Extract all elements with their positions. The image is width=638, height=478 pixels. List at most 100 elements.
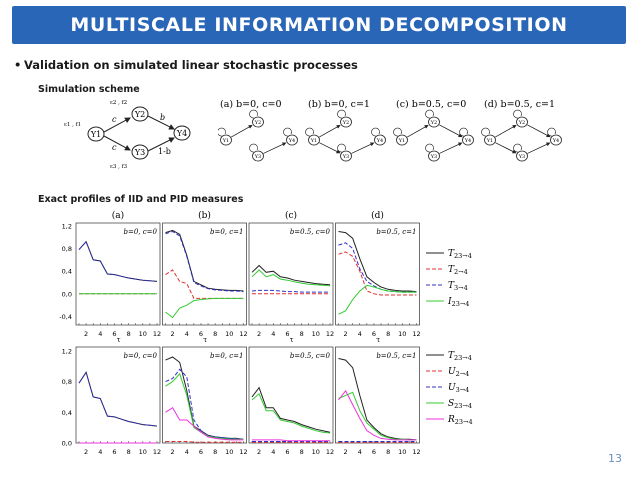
x-tick-label: 8 [386, 448, 390, 454]
case-node [516, 150, 528, 162]
x-tick-label: 10 [225, 330, 233, 338]
x-tick-label: 6 [199, 448, 203, 454]
panel-letter: (a) [112, 210, 124, 221]
case-node [396, 134, 408, 146]
x-tick-label: 4 [98, 448, 102, 454]
case-label: (b) b=0, c=1 [308, 99, 370, 110]
panel-frame [335, 346, 420, 444]
case-node-label: Y4 [376, 138, 383, 144]
y-tick-label: 0,8 [62, 245, 72, 253]
panel-letter: (c) [285, 210, 297, 221]
y-tick-label: 0,4 [62, 409, 72, 417]
x-tick-label: 10 [225, 448, 233, 454]
panel-param-label: b=0.5, c=1 [376, 228, 416, 236]
series-line [251, 289, 330, 293]
y-tick-label: 0,0 [62, 290, 72, 298]
case-node-label: Y1 [398, 138, 405, 144]
x-tick-label: 12 [412, 330, 420, 338]
case-edge [351, 142, 375, 154]
case-node [462, 134, 474, 146]
case-edge [319, 125, 341, 138]
x-tick-label: 6 [112, 448, 116, 454]
panel-frame [248, 346, 334, 444]
case-node [252, 116, 264, 128]
case-edge [527, 142, 551, 154]
x-tick-label: 12 [153, 330, 161, 338]
case-node [428, 116, 440, 128]
x-tick-label: 12 [239, 448, 247, 454]
case-node [516, 116, 528, 128]
legend-label: S23→4 [448, 399, 472, 410]
series-line [338, 251, 417, 296]
case-self-loop [459, 127, 468, 137]
x-tick-label: 12 [326, 330, 334, 338]
case-node-label: Y4 [288, 138, 295, 144]
x-tick-label: 10 [398, 330, 406, 338]
x-tick-label: 2 [344, 448, 348, 454]
y-tick-label: -0,4 [59, 313, 72, 321]
edge-label: 1-b [158, 147, 171, 156]
case-node-label: Y4 [464, 138, 471, 144]
node-y1 [87, 126, 105, 142]
case-node-label: Y2 [342, 120, 349, 126]
x-tick-label: 10 [312, 330, 320, 338]
legend-label: U3→4 [448, 383, 469, 394]
legend-label: T3→4 [448, 281, 468, 292]
noise-label: ε3 , f3 [110, 164, 128, 170]
case-self-loop [481, 127, 490, 137]
x-tick-label: 8 [300, 448, 304, 454]
x-tick-label: 8 [386, 330, 390, 338]
legend-label: T2→4 [448, 265, 468, 276]
series-line [78, 371, 158, 427]
x-tick-label: 10 [139, 330, 147, 338]
case-edge [439, 124, 463, 138]
bullet-item: • Validation on simulated linear stochast… [14, 58, 358, 72]
series-line [165, 230, 244, 293]
panel-param-label: b=0, c=0 [124, 352, 158, 360]
panel-param-label: b=0.5, c=0 [290, 352, 331, 360]
case-node-label: Y2 [430, 120, 437, 126]
case-node [286, 134, 298, 146]
case-node-label: Y1 [310, 138, 317, 144]
series-line [165, 368, 244, 440]
series-line [338, 391, 417, 441]
node-label: Y1 [90, 130, 101, 139]
x-tick-label: 12 [239, 330, 247, 338]
series-line [251, 392, 331, 434]
x-tick-label: 2 [257, 330, 261, 338]
case-node [550, 134, 562, 146]
edge-y1-y2 [103, 117, 131, 133]
panel-frame [162, 346, 247, 444]
y-tick-label: 0,8 [62, 378, 72, 386]
panel-param-label: b=0, c=1 [210, 228, 244, 236]
case-self-loop [249, 143, 258, 153]
panel-letter: (b) [198, 210, 211, 221]
legend-label: U2→4 [448, 367, 469, 378]
case-self-loop [547, 127, 556, 137]
case-edge [263, 142, 287, 154]
case-self-loop [513, 109, 522, 119]
series-line [165, 297, 244, 319]
case-node [428, 150, 440, 162]
x-tick-label: 8 [127, 330, 131, 338]
case-node [374, 134, 386, 146]
x-tick-label: 4 [98, 330, 102, 338]
series-line [78, 240, 158, 282]
y-tick-label: 0,0 [62, 440, 72, 448]
x-tick-label: 8 [300, 330, 304, 338]
x-tick-label: 2 [171, 448, 175, 454]
panel-frame [75, 346, 161, 444]
scheme-diagram: Y1 Y2 Y3 Y4 c b c 1-b ε1 , f1 ε2 , f2 ε3… [64, 100, 191, 170]
case-node-label: Y1 [486, 138, 493, 144]
edge-label: c [112, 143, 117, 152]
node-y4 [173, 125, 191, 141]
case-node-label: Y3 [342, 154, 349, 160]
edge-label: c [112, 115, 117, 124]
edge-y2-y4 [147, 115, 175, 130]
edge-y1-y3 [103, 135, 131, 151]
x-tick-label: 12 [326, 448, 334, 454]
case-self-loop [425, 109, 434, 119]
case-label: (c) b=0.5, c=0 [396, 99, 466, 110]
series-line [251, 269, 331, 287]
x-tick-label: 6 [199, 330, 203, 338]
